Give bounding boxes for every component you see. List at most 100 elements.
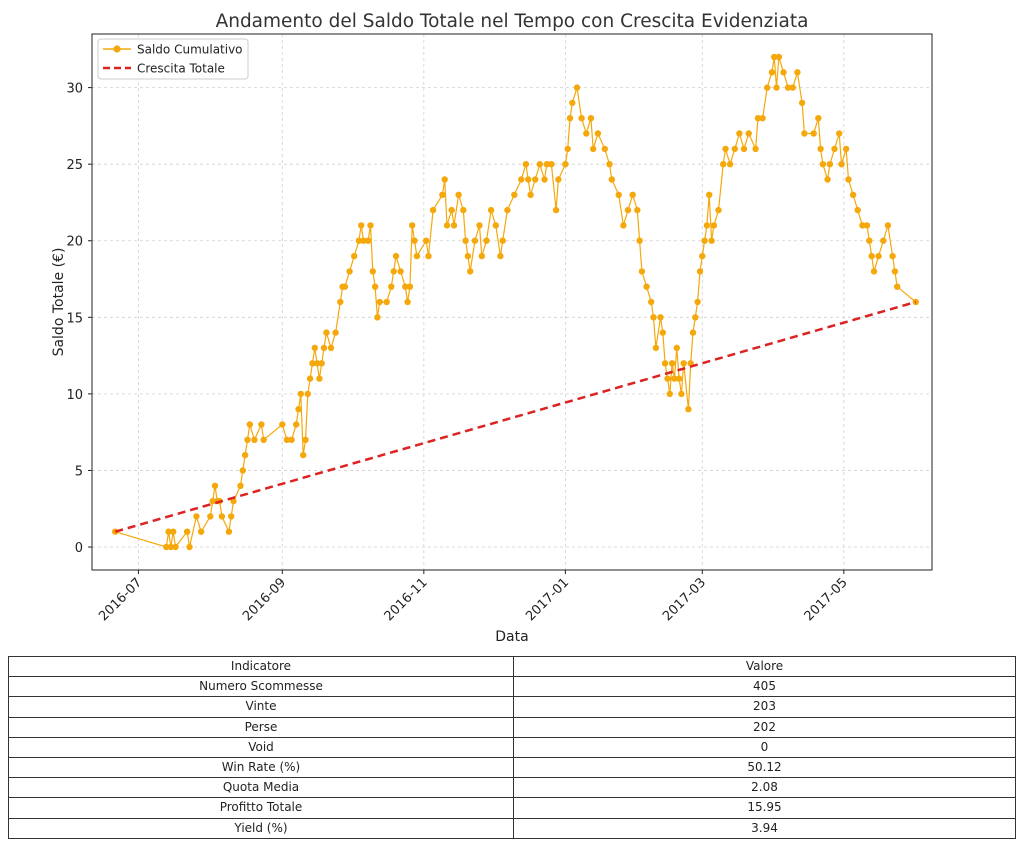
data-point [316,375,323,382]
table-cell-indicatore: Perse [8,716,514,738]
data-point [476,222,483,229]
data-point [652,344,660,352]
stats-table: Indicatore Valore Numero Scommesse 405 Vinte… [8,655,1016,839]
data-point [186,543,193,551]
table-cell-indicatore: Profitto Totale [8,797,514,819]
x-tick-label: 2017-05 [802,575,851,624]
data-point [699,252,706,260]
x-tick-label: 2016-07 [96,575,145,624]
data-point [497,252,504,260]
data-point [237,482,244,489]
data-point [842,145,850,153]
data-point [293,421,300,428]
data-point [218,513,226,520]
data-point [332,329,339,336]
data-point [736,130,743,137]
data-point [167,543,175,551]
data-point [710,222,718,229]
data-point [673,344,680,352]
data-point [541,176,548,183]
data-point [759,115,766,122]
data-point [608,176,615,183]
data-point [351,252,358,260]
data-point [211,482,219,489]
data-point [863,222,871,229]
data-point [648,298,655,306]
data-point [866,237,873,244]
data-point [228,513,235,520]
table-header-row: Indicatore Valore [8,655,1016,678]
data-point [849,191,857,198]
data-point [634,206,641,214]
y-tick-label: 0 [75,541,83,556]
table-cell-valore: 203 [513,696,1016,718]
data-point [768,69,776,76]
data-point [578,115,585,122]
data-point [706,191,713,198]
data-point [868,252,875,260]
data-point [573,84,581,91]
data-point [569,99,576,107]
data-point [409,222,416,229]
data-point [666,390,673,398]
data-point [831,145,838,153]
data-point [300,451,307,459]
data-point [601,145,608,153]
data-point [543,161,550,168]
data-point [624,206,632,214]
data-point [376,298,383,306]
data-point [564,145,571,153]
data-point [689,329,697,336]
data-point [411,237,418,244]
data-point [464,252,472,260]
data-point [527,191,534,198]
data-point [620,222,627,229]
table-cell-valore: 50.12 [513,756,1016,779]
data-point [731,145,738,153]
data-point [745,130,752,137]
data-point [441,176,448,183]
table-row: Void 0 [8,736,1016,758]
data-point [891,268,899,275]
legend-label-saldo: Saldo Cumulativo [137,43,243,57]
y-tick-label: 5 [75,464,83,479]
data-point [824,176,831,183]
table-cell-valore: 2.08 [513,777,1016,799]
y-axis: 0 5 10 15 20 25 30 [66,82,92,556]
data-point [422,237,430,244]
table-cell-valore: 15.95 [513,797,1016,819]
data-point [313,360,321,367]
data-point [775,53,783,61]
data-point [870,268,878,275]
data-point [696,268,704,275]
data-point [323,329,330,336]
data-point [675,375,683,382]
data-point [443,222,451,229]
data-point [664,375,671,382]
x-tick-label: 2017-01 [523,575,572,624]
data-point [752,145,759,153]
data-point [425,252,432,260]
data-point [504,206,511,214]
data-point [499,237,506,244]
data-point [244,436,251,443]
data-point [859,222,866,229]
data-point [288,436,295,443]
data-point [397,268,404,275]
data-point [562,161,569,168]
data-point [726,161,734,168]
y-axis-label: Saldo Totale (€) [51,248,67,357]
data-point [309,360,316,367]
data-point [462,237,469,244]
data-point [680,360,687,367]
table-row: Numero Scommesse 405 [8,676,1016,698]
data-point [170,528,177,535]
data-point [374,314,381,321]
data-point [532,176,539,183]
table-cell-valore: 202 [513,716,1016,738]
data-point [650,314,657,321]
data-point [701,237,708,244]
data-point [836,130,843,137]
data-point [183,528,191,535]
data-point [661,360,669,367]
